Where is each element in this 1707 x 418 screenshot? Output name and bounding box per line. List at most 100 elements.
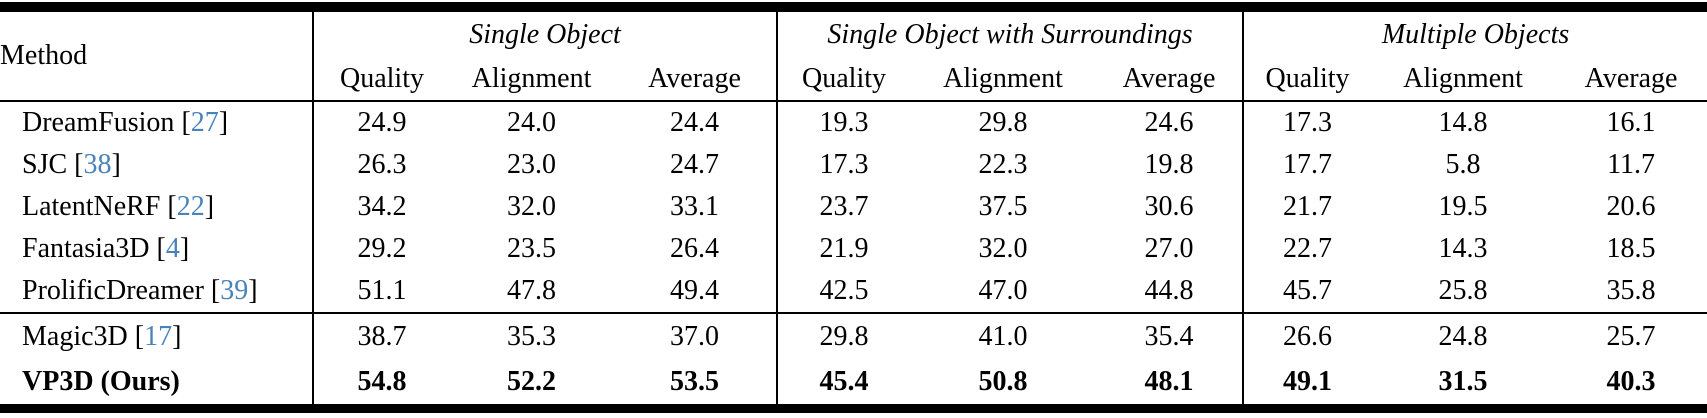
value-cell: 25.8 <box>1438 275 1488 306</box>
value-cell: 41.0 <box>910 312 1097 359</box>
table-row-magic3d: Magic3D [17] 38.7 35.3 37.0 29.8 41.0 35… <box>0 312 1707 359</box>
value-cell: 29.2 <box>312 228 450 270</box>
value-cell: 17.3 <box>776 144 911 186</box>
citation-link[interactable]: 4 <box>165 233 180 264</box>
table-row-prolificdreamer: ProlificDreamer [39] 51.1 47.8 49.4 42.5… <box>0 270 1707 313</box>
value-cell: 14.3 <box>1438 233 1488 264</box>
sub-header-row: Quality Alignment Average Quality Alignm… <box>0 58 1707 101</box>
value-cell: 24.8 <box>1371 312 1556 359</box>
value-cell: 21.9 <box>776 228 911 270</box>
value-cell: 24.0 <box>507 107 556 138</box>
table-row-fantasia3d: Fantasia3D [4] 29.2 23.5 26.4 21.9 32.0 … <box>0 228 1707 270</box>
citation-brackets: [39] <box>210 275 258 306</box>
group-header-row: Method Single Object Single Object with … <box>0 7 1707 71</box>
value-cell: 18.5 <box>1606 233 1656 264</box>
method-cell: Fantasia3D [4] <box>0 228 313 270</box>
citation-brackets: [38] <box>74 149 121 180</box>
value-cell: 35.3 <box>450 312 613 359</box>
col-header-average: Average <box>648 63 741 94</box>
citation-brackets: [27] <box>181 107 229 138</box>
value-cell: 19.8 <box>1144 149 1194 180</box>
section-header-multiple-objects: Multiple Objects <box>1242 7 1707 58</box>
value-cell: 47.8 <box>507 275 556 306</box>
value-cell: 40.3 <box>1606 365 1656 397</box>
value-cell: 49.4 <box>670 275 719 306</box>
value-cell: 20.6 <box>1606 191 1656 222</box>
value-cell: 17.7 <box>1242 144 1372 186</box>
value-cell: 30.6 <box>1144 191 1194 222</box>
value-cell: 42.5 <box>776 270 911 313</box>
value-cell: 21.7 <box>1242 186 1372 228</box>
value-cell: 45.4 <box>776 359 911 409</box>
value-cell: 31.5 <box>1438 365 1488 397</box>
value-cell: 26.4 <box>670 233 719 264</box>
value-cell: 25.7 <box>1555 312 1707 359</box>
citation-link[interactable]: 38 <box>83 149 112 180</box>
value-cell: 38.7 <box>312 312 450 359</box>
value-cell: 37.0 <box>613 312 778 359</box>
value-cell: 37.5 <box>978 191 1028 222</box>
col-header-average: Average <box>1584 63 1678 94</box>
citation-link[interactable]: 17 <box>144 320 173 352</box>
value-cell: 5.8 <box>1445 149 1481 180</box>
value-cell: 54.8 <box>312 359 450 409</box>
value-cell: 24.6 <box>1144 107 1194 138</box>
value-cell: 23.5 <box>507 233 556 264</box>
value-cell: 22.3 <box>978 149 1028 180</box>
value-cell: 24.4 <box>670 107 719 138</box>
col-header-quality: Quality <box>312 58 450 101</box>
col-header-average: Average <box>1122 63 1216 94</box>
value-cell: 47.0 <box>978 275 1028 306</box>
value-cell: 29.8 <box>978 107 1028 138</box>
col-header-alignment: Alignment <box>471 63 592 94</box>
citation-link[interactable]: 22 <box>176 191 205 222</box>
value-cell: 32.0 <box>507 191 556 222</box>
method-name: LatentNeRF <box>22 191 161 222</box>
value-cell: 23.7 <box>776 186 911 228</box>
value-cell: 29.8 <box>776 312 911 359</box>
col-header-alignment: Alignment <box>1403 63 1523 94</box>
value-cell: 26.6 <box>1242 312 1372 359</box>
value-cell: 45.7 <box>1242 270 1372 313</box>
value-cell: 27.0 <box>1144 233 1194 264</box>
value-cell: 16.1 <box>1606 107 1656 138</box>
value-cell: 19.3 <box>776 101 911 144</box>
value-cell: 19.5 <box>1438 191 1488 222</box>
method-name: SJC <box>22 149 68 180</box>
value-cell: 11.7 <box>1607 149 1656 180</box>
col-header-quality: Quality <box>1242 58 1372 101</box>
citation-brackets: [4] <box>156 233 190 264</box>
method-cell: LatentNeRF [22] <box>0 186 313 228</box>
method-name: ProlificDreamer <box>22 275 204 306</box>
value-cell: 33.1 <box>670 191 719 222</box>
value-cell: 14.8 <box>1438 107 1488 138</box>
table-row-latentnerf: LatentNeRF [22] 34.2 32.0 33.1 23.7 37.5… <box>0 186 1707 228</box>
value-cell: 35.8 <box>1606 275 1656 306</box>
method-column-header: Method <box>0 40 88 71</box>
method-cell: SJC [38] <box>0 144 313 186</box>
section-header-single-object: Single Object <box>311 7 778 58</box>
method-name: Fantasia3D <box>22 233 150 264</box>
value-cell: 44.8 <box>1144 275 1194 306</box>
citation-brackets: [17] <box>134 320 182 352</box>
value-cell: 51.1 <box>312 270 450 313</box>
col-header-alignment: Alignment <box>943 63 1063 94</box>
value-cell: 32.0 <box>978 233 1028 264</box>
section-header-single-object-surroundings: Single Object with Surroundings <box>776 7 1244 58</box>
method-name: DreamFusion <box>22 107 175 138</box>
value-cell: 53.5 <box>670 365 719 397</box>
citation-link[interactable]: 39 <box>220 275 249 306</box>
method-name: Magic3D <box>22 320 128 352</box>
value-cell: 50.8 <box>978 365 1028 397</box>
col-header-quality: Quality <box>776 58 911 101</box>
method-cell: DreamFusion [27] <box>0 101 313 144</box>
value-cell: 48.1 <box>1144 365 1194 397</box>
table-row-dreamfusion: DreamFusion [27] 24.9 24.0 24.4 19.3 29.… <box>0 101 1707 144</box>
value-cell: 35.4 <box>1096 312 1244 359</box>
method-cell: VP3D (Ours) <box>0 359 313 409</box>
citation-link[interactable]: 27 <box>190 107 219 138</box>
value-cell: 23.0 <box>507 149 556 180</box>
method-name: VP3D (Ours) <box>22 365 180 397</box>
value-cell: 24.7 <box>670 149 719 180</box>
